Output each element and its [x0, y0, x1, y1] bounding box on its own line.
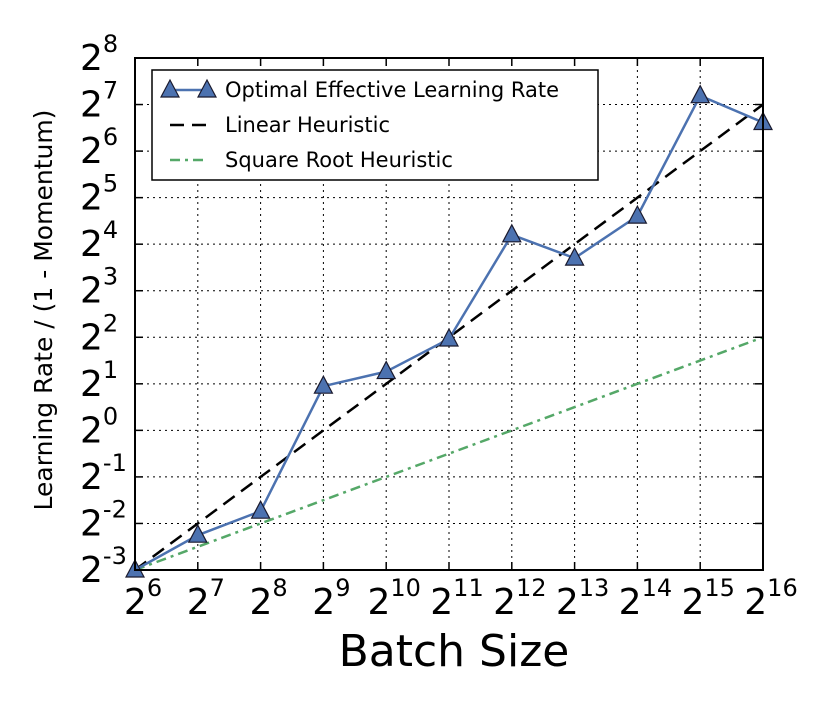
- data-point-marker: [250, 499, 271, 519]
- series-group: [125, 84, 773, 578]
- x-tick-label: 212: [493, 574, 546, 623]
- y-tick-label: 27: [80, 77, 118, 126]
- y-axis-title: Learning Rate / (1 - Momentum): [29, 110, 58, 511]
- tick-labels: 26 27 28 29 210 211 212 213 214 215 2162-32-22-120…: [80, 30, 798, 623]
- y-tick-label: 25: [80, 170, 118, 219]
- data-point-marker: [187, 523, 208, 543]
- series-1: [134, 103, 764, 572]
- series-0: [125, 84, 773, 578]
- x-tick-label: 26: [124, 574, 162, 623]
- legend-box: [151, 69, 599, 181]
- x-tick-label: 213: [556, 574, 609, 623]
- legend-item: Square Root Heuristic: [170, 148, 453, 172]
- y-tick-label: 22: [80, 309, 118, 358]
- y-tick-label: 28: [80, 30, 118, 79]
- data-point-marker: [439, 327, 459, 347]
- legend-label: Linear Heuristic: [225, 113, 390, 137]
- legend-item: Optimal Effective Learning Rate: [160, 78, 559, 102]
- data-point-marker: [313, 374, 334, 394]
- y-tick-label: 26: [80, 123, 118, 172]
- series-line: [134, 336, 764, 572]
- y-tick-label: 21: [80, 356, 118, 405]
- data-point-marker: [376, 360, 397, 380]
- x-tick-label: 216: [744, 574, 797, 623]
- y-tick-label: 24: [80, 216, 118, 265]
- data-point-marker: [690, 84, 711, 104]
- x-tick-label: 210: [367, 574, 420, 623]
- data-point-marker: [501, 223, 522, 243]
- series-2: [134, 336, 764, 572]
- x-tick-label: 28: [250, 574, 288, 623]
- series-line: [134, 103, 764, 572]
- legend-item: Linear Heuristic: [170, 113, 390, 137]
- legend-label: Optimal Effective Learning Rate: [225, 78, 559, 102]
- y-tick-label: 2-2: [80, 495, 127, 544]
- legend: Optimal Effective Learning Rate Linear He…: [151, 69, 599, 181]
- x-tick-label: 215: [681, 574, 734, 623]
- x-tick-label: 29: [312, 574, 350, 623]
- x-tick-label: 211: [430, 574, 483, 623]
- y-tick-label: 2-3: [80, 542, 127, 591]
- x-axis-title: Batch Size: [339, 626, 570, 677]
- legend-marker: [160, 78, 180, 98]
- data-point-marker: [564, 246, 585, 266]
- y-tick-label: 20: [80, 402, 118, 451]
- legend-label: Square Root Heuristic: [225, 148, 453, 172]
- data-point-marker: [627, 204, 648, 224]
- x-tick-label: 27: [187, 574, 225, 623]
- y-tick-label: 2-1: [80, 449, 127, 498]
- legend-marker: [197, 78, 217, 98]
- x-tick-label: 214: [619, 574, 672, 623]
- y-tick-label: 23: [80, 263, 118, 312]
